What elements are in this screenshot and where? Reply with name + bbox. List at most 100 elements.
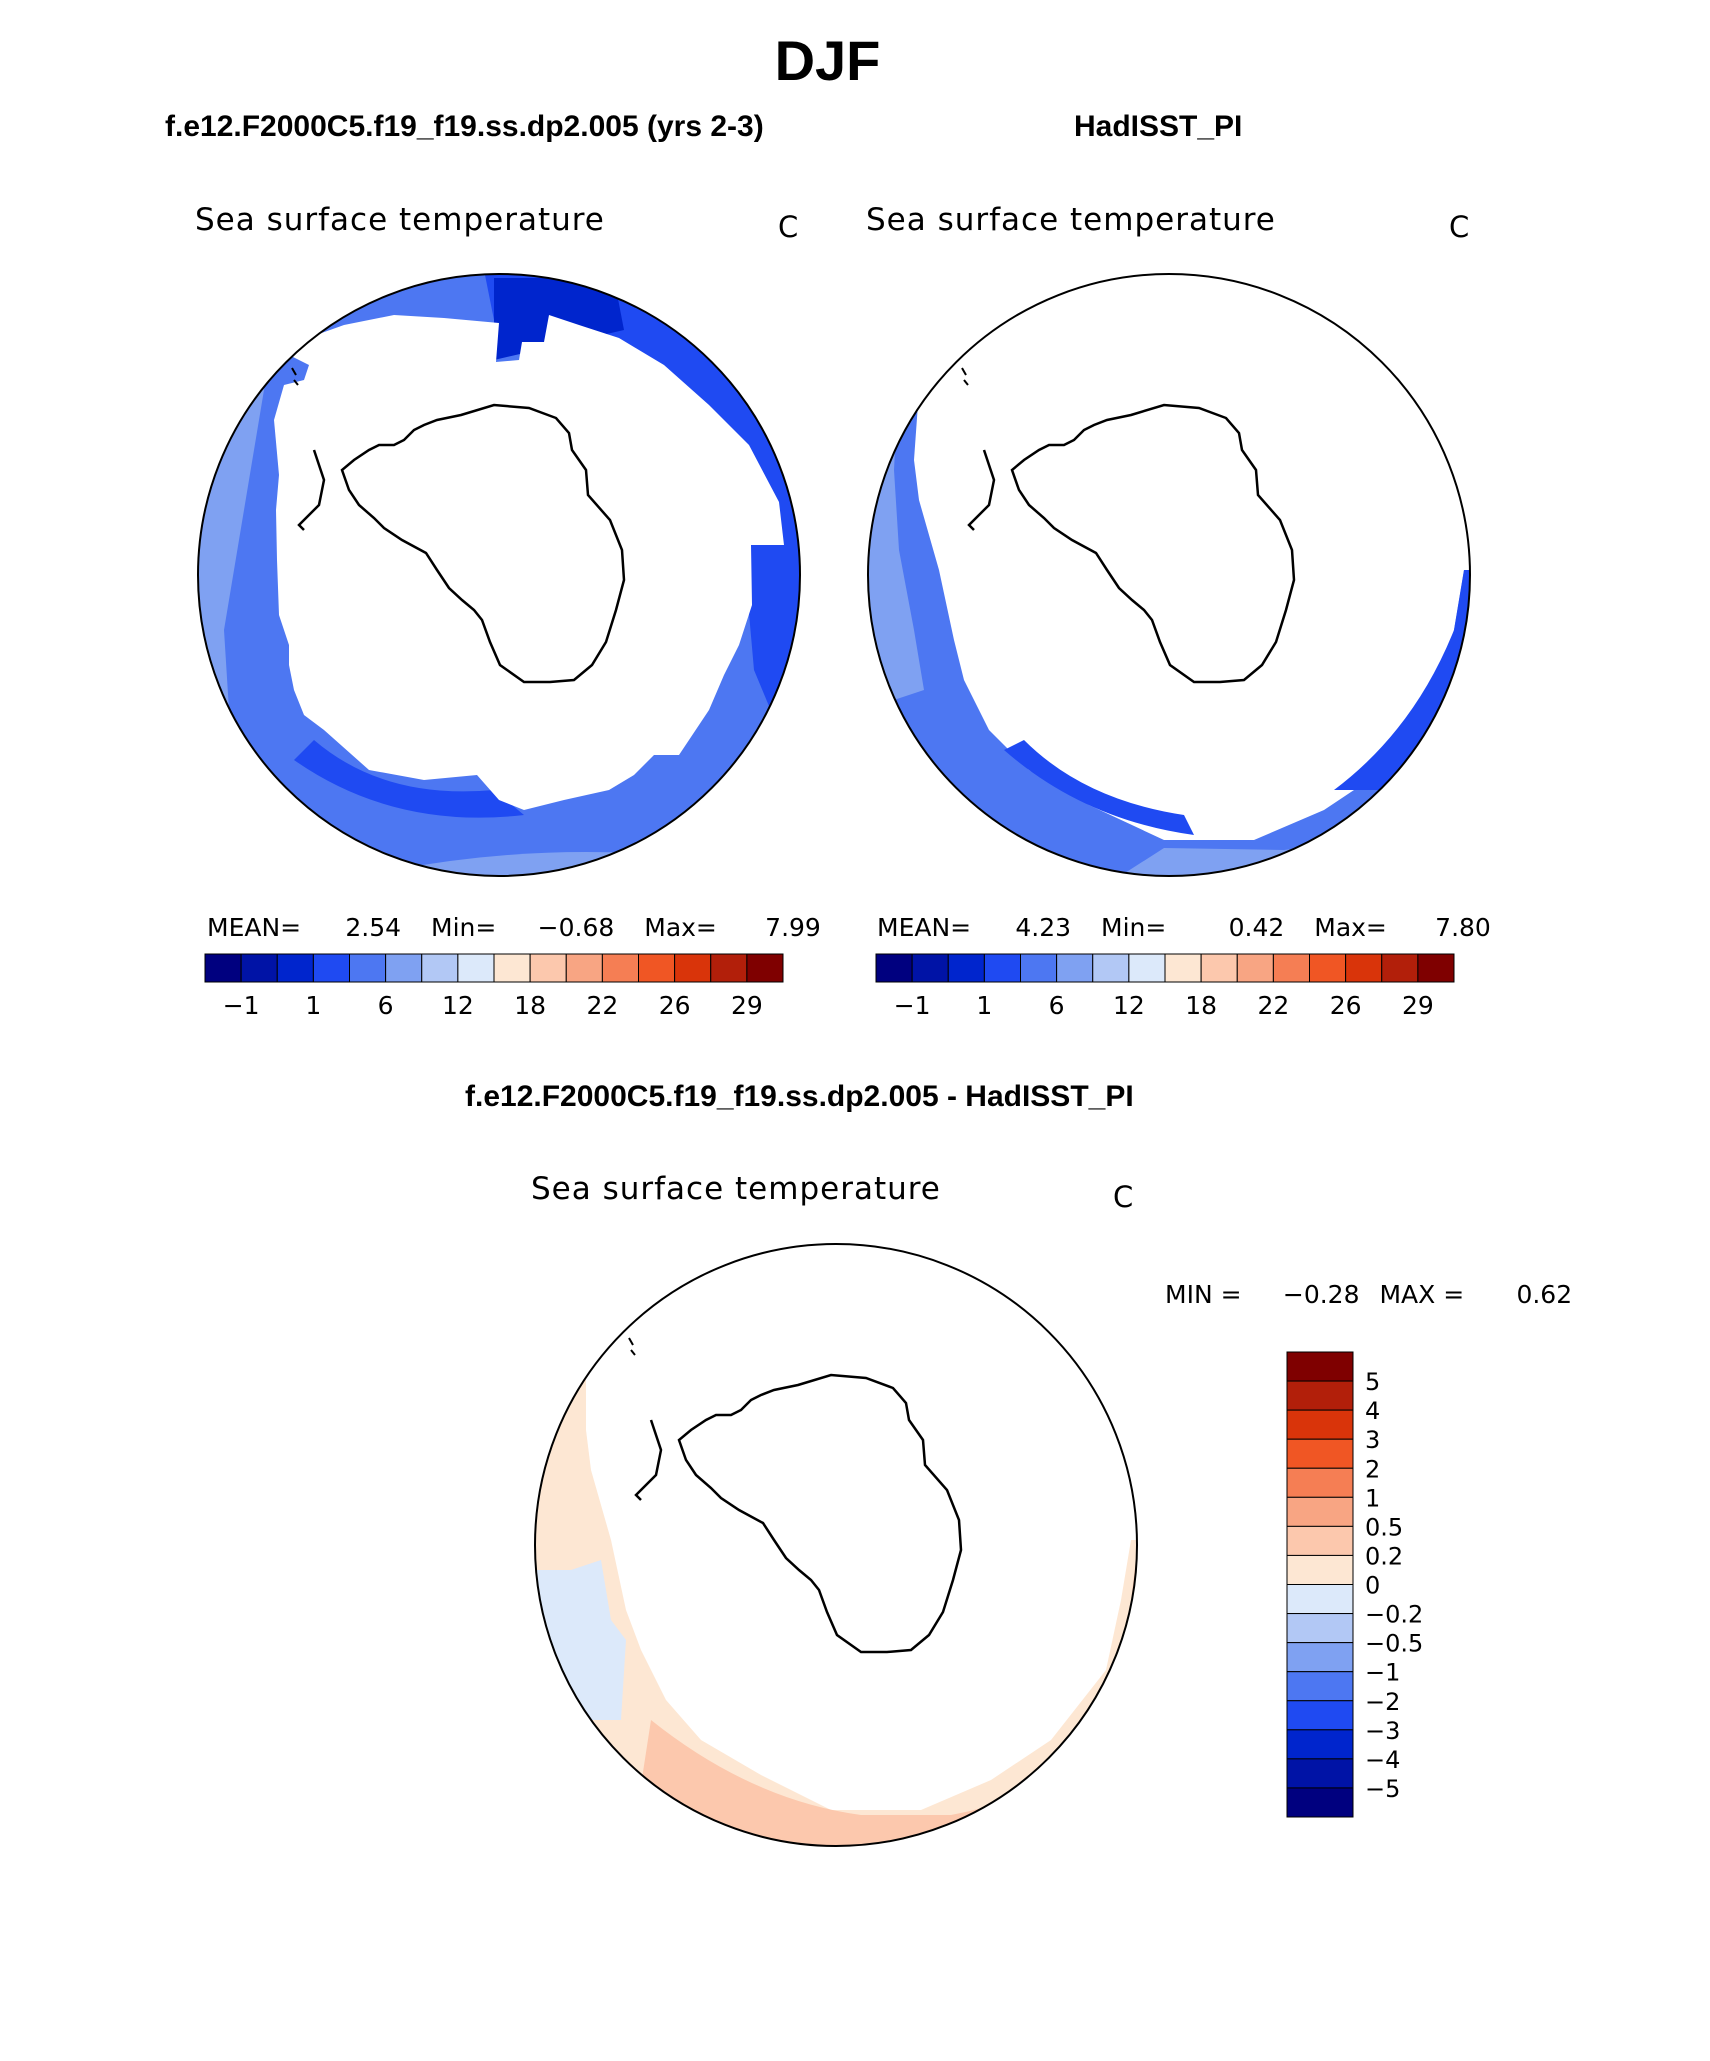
diff-colorbar-tick-label: −3: [1365, 1717, 1400, 1745]
obs-min-label: Min=: [1101, 913, 1167, 942]
obs-mean-value: 4.23: [1015, 913, 1072, 942]
diff-colorbar-box: [1286, 1496, 1354, 1527]
model-colorbar-box: [529, 953, 567, 983]
model-map-border: [197, 273, 801, 877]
obs-colorbar-tick-label: −1: [894, 991, 931, 1020]
diff-colorbar-tick-label: 0: [1365, 1572, 1380, 1600]
model-peninsula-outline: [297, 449, 326, 531]
obs-colorbar-box: [911, 953, 949, 983]
model-sst-field-1-6: [484, 274, 800, 790]
model-colorbar-tick-label: 18: [514, 991, 546, 1020]
model-stats: MEAN= 2.54 Min= −0.68 Max= 7.99: [207, 913, 821, 942]
model-colorbar-box: [385, 953, 423, 983]
diff-colorbar-box: [1286, 1525, 1354, 1556]
obs-colorbar-box: [1236, 953, 1274, 983]
model-ice-mask: [274, 315, 784, 810]
diff-colorbar-box: [1286, 1409, 1354, 1440]
diff-colorbar-tick-label: 5: [1365, 1368, 1380, 1396]
obs-colorbar-box: [1020, 953, 1058, 983]
obs-colorbar-tick-label: 22: [1257, 991, 1289, 1020]
obs-case-title: HadISST_PI: [1074, 110, 1243, 143]
model-colorbar-box: [674, 953, 712, 983]
model-islands-outline: [291, 367, 299, 386]
model-max-label: Max=: [644, 913, 717, 942]
model-colorbar-box: [710, 953, 748, 983]
diff-colorbar-box: [1286, 1438, 1354, 1469]
obs-colorbar-box: [1309, 953, 1347, 983]
obs-variable-label: Sea surface temperature: [866, 202, 1276, 238]
model-min-label: Min=: [431, 913, 497, 942]
obs-antarctica-outline: [1010, 403, 1296, 684]
model-colorbar-tick-label: −1: [223, 991, 260, 1020]
obs-stats: MEAN= 4.23 Min= 0.42 Max= 7.80: [877, 913, 1491, 942]
diff-max-value: 0.62: [1516, 1280, 1573, 1309]
model-sst-field-1-6-south: [294, 740, 524, 818]
obs-colorbar-tick-label: 18: [1185, 991, 1217, 1020]
diff-colorbar-box: [1286, 1758, 1354, 1789]
obs-colorbar-box: [1164, 953, 1202, 983]
obs-colorbar-tick-label: 1: [976, 991, 992, 1020]
model-colorbar-box: [204, 953, 242, 983]
diff-colorbar-tick-label: 2: [1365, 1455, 1380, 1483]
diff-colorbar-tick-label: −4: [1365, 1746, 1400, 1774]
diff-colorbar-box: [1286, 1642, 1354, 1673]
diff-colorbar-tick-label: 1: [1365, 1484, 1380, 1512]
diff-colorbar-tick-label: −0.5: [1365, 1630, 1423, 1658]
model-antarctica-outline: [340, 403, 626, 684]
diff-colorbar-box: [1286, 1380, 1354, 1411]
diff-antarctica-outline: [677, 1373, 963, 1654]
obs-colorbar-box: [1272, 953, 1310, 983]
obs-colorbar-box: [875, 953, 913, 983]
obs-colorbar-tick-label: 12: [1113, 991, 1145, 1020]
page-title: DJF: [774, 29, 881, 92]
obs-max-label: Max=: [1314, 913, 1387, 942]
diff-colorbar-box: [1286, 1351, 1354, 1382]
diff-max-label: MAX =: [1379, 1280, 1465, 1309]
diff-colorbar-box: [1286, 1729, 1354, 1760]
model-sst-map: [197, 273, 801, 877]
diff-min-label: MIN =: [1165, 1280, 1242, 1309]
model-case-title: f.e12.F2000C5.f19_f19.ss.dp2.005 (yrs 2-…: [165, 110, 764, 143]
obs-colorbar-box: [1092, 953, 1130, 983]
obs-mean-label: MEAN=: [877, 913, 972, 942]
model-colorbar: −1 1 6 12 18 22 26 29: [204, 953, 784, 1020]
model-colorbar-tick-label: 22: [586, 991, 618, 1020]
diff-colorbar-tick-label: −5: [1365, 1775, 1400, 1803]
diff-colorbar-box: [1286, 1671, 1354, 1702]
model-colorbar-box: [312, 953, 350, 983]
obs-peninsula-outline: [967, 449, 996, 531]
diff-min-value: −0.28: [1282, 1280, 1360, 1309]
diff-colorbar-box: [1286, 1584, 1354, 1615]
obs-colorbar-box: [1200, 953, 1238, 983]
diff-units-label: C: [1113, 1180, 1134, 1214]
obs-colorbar-box: [983, 953, 1021, 983]
diff-sst-map: [534, 1243, 1138, 1847]
diff-colorbar-box: [1286, 1787, 1354, 1818]
diff-stats: MIN = −0.28 MAX = 0.62: [1165, 1280, 1572, 1309]
obs-max-value: 7.80: [1435, 913, 1491, 942]
obs-colorbar-box: [1056, 953, 1094, 983]
diff-islands-outline: [628, 1337, 636, 1356]
model-variable-label: Sea surface temperature: [195, 202, 605, 238]
obs-map-border: [867, 273, 1471, 877]
obs-colorbar-tick-label: 26: [1330, 991, 1362, 1020]
diff-colorbar-box: [1286, 1554, 1354, 1585]
obs-colorbar-box: [1417, 953, 1455, 983]
model-colorbar-box: [421, 953, 459, 983]
diff-colorbar-tick-label: 4: [1365, 1397, 1380, 1425]
diff-colorbar-tick-label: 0.5: [1365, 1513, 1403, 1541]
diff-colorbar-box: [1286, 1700, 1354, 1731]
model-min-value: −0.68: [537, 913, 615, 942]
obs-sst-map: [867, 273, 1471, 877]
diff-peninsula-outline: [634, 1419, 663, 1501]
obs-colorbar-tick-label: 29: [1402, 991, 1434, 1020]
diff-colorbar-tick-label: −0.2: [1365, 1601, 1423, 1629]
obs-min-value: 0.42: [1228, 913, 1285, 942]
diff-colorbar-box: [1286, 1467, 1354, 1498]
model-colorbar-box: [276, 953, 314, 983]
model-colorbar-box: [638, 953, 676, 983]
model-mean-value: 2.54: [345, 913, 402, 942]
diff-colorbar-tick-label: −2: [1365, 1688, 1400, 1716]
diff-variable-label: Sea surface temperature: [531, 1171, 941, 1207]
